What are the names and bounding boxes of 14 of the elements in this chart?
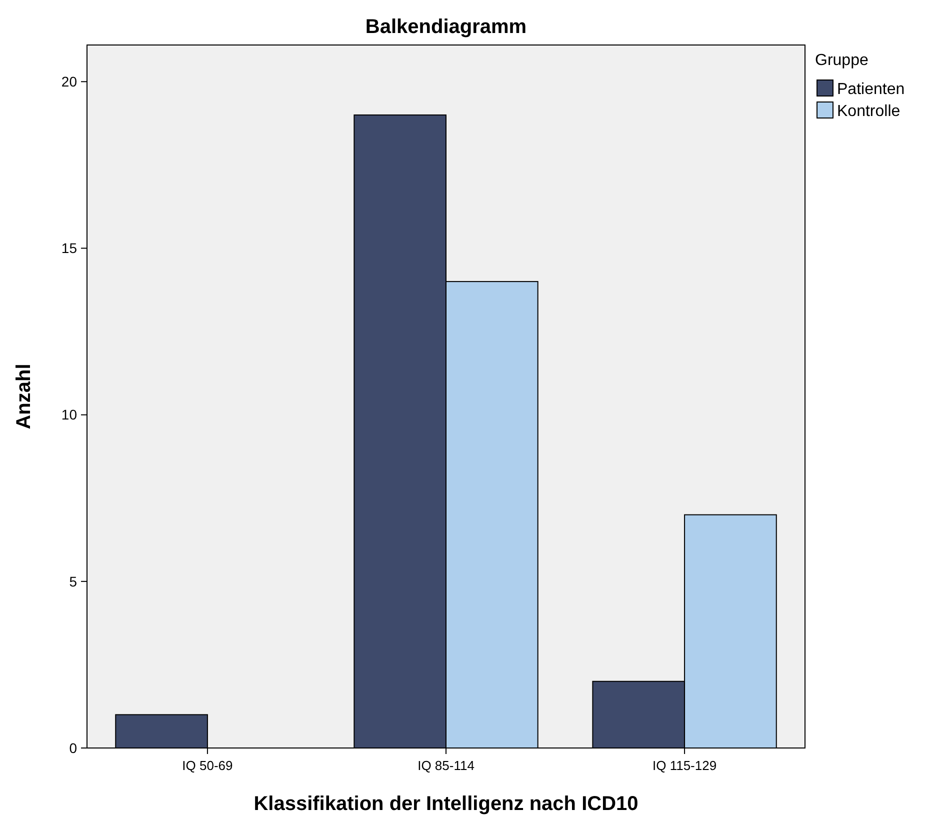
y-tick-label: 0 [69, 740, 78, 756]
y-tick-label: 15 [61, 240, 78, 256]
y-tick-label: 5 [69, 573, 78, 590]
y-tick-label: 10 [61, 406, 78, 423]
legend-label: Patienten [837, 81, 905, 98]
x-tick-label: IQ 85-114 [418, 758, 474, 773]
legend-label: Kontrolle [837, 103, 900, 120]
chart-title: Balkendiagramm [365, 16, 527, 38]
x-axis-title: Klassifikation der Intelligenz nach ICD10 [254, 793, 638, 815]
x-tick-label: IQ 50-69 [182, 758, 233, 773]
y-tick-label: 20 [61, 74, 78, 90]
legend-title: Gruppe [815, 52, 868, 69]
x-tick-label: IQ 115-129 [652, 758, 717, 773]
y-axis-title: Anzahl [13, 364, 35, 430]
